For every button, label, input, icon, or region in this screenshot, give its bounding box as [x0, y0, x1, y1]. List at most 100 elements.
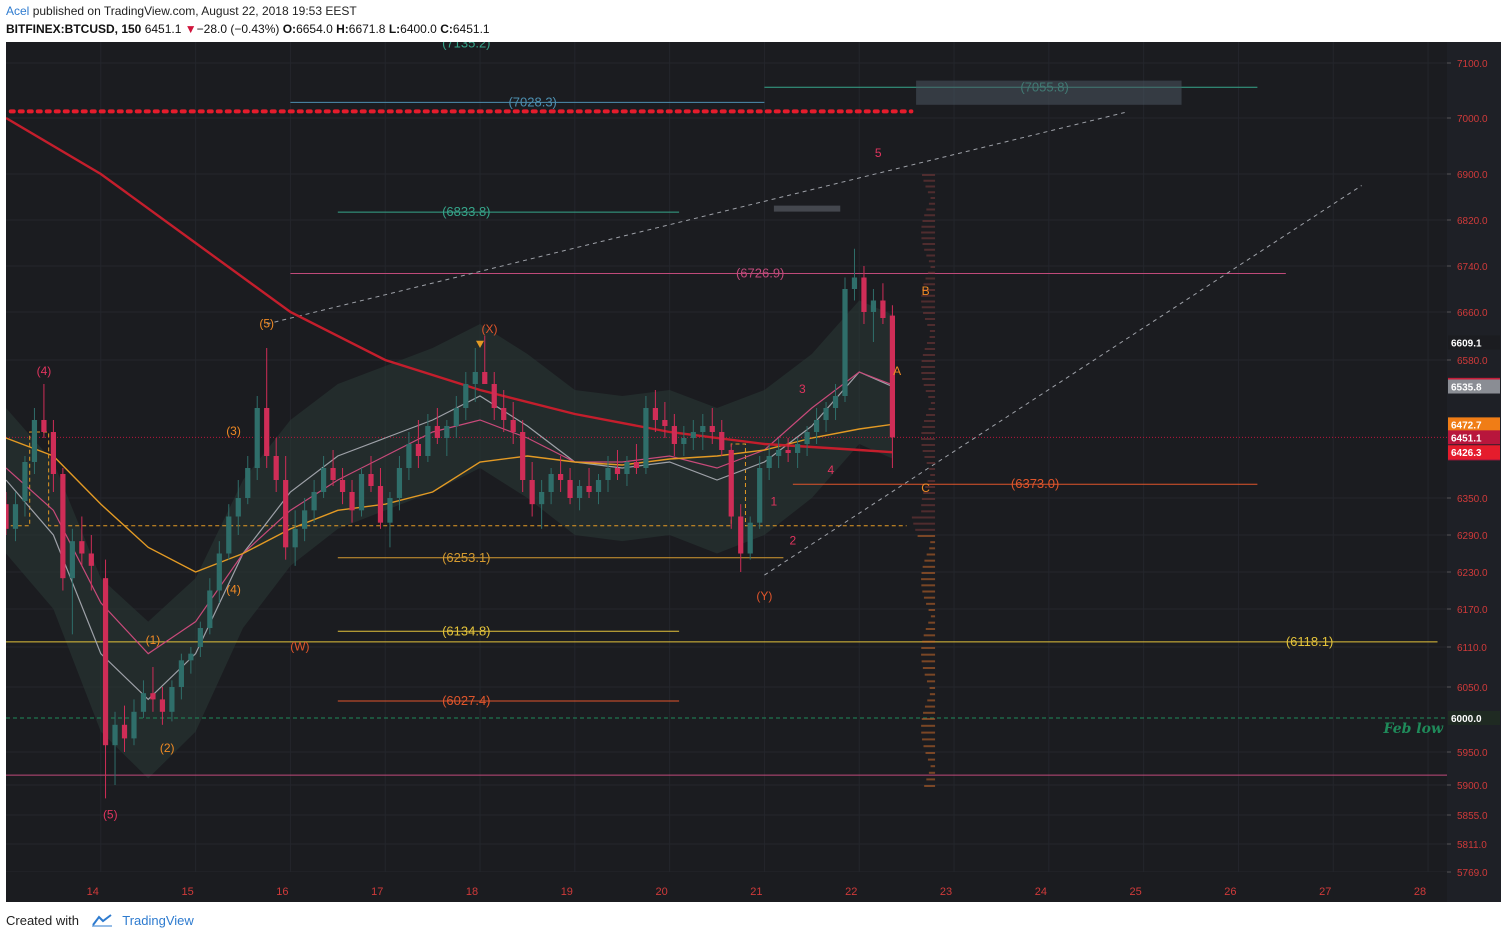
volume-profile-bar	[926, 778, 936, 781]
price-scale[interactable]: 7100.0 7000.0 6900.0 6820.0 6740.0 6660.0 6580…	[1447, 42, 1501, 902]
price-axis[interactable]: 7100.0 7000.0 6900.0 6820.0 6740.0 6660.0 6580…	[1447, 42, 1501, 902]
volume-profile-bar	[923, 634, 936, 637]
tradingview-link[interactable]: TradingView	[122, 913, 194, 928]
y-tick-label: 5950.0	[1457, 748, 1488, 759]
volume-profile-bar	[930, 474, 936, 476]
wave-label: 4	[827, 463, 834, 477]
volume-profile-bar	[927, 758, 936, 761]
volume-profile-bar	[930, 197, 936, 199]
candle-body	[709, 426, 715, 432]
volume-profile-bar	[926, 602, 936, 605]
chart-pane[interactable]: Feb low(7135.2)(7055.8)(7028.3)(6833.8)(…	[3, 36, 1447, 902]
volume-profile-bar	[924, 456, 936, 458]
volume-profile-bar	[921, 510, 936, 513]
price-badge-label: 6535.8	[1451, 383, 1482, 394]
candle-body	[444, 426, 450, 438]
candlestick-chart[interactable]: Feb low(7135.2)(7055.8)(7028.3)(6833.8)(…	[3, 36, 1447, 902]
fib-level-label: (6118.1)	[1286, 634, 1333, 649]
volume-profile-bar	[923, 711, 936, 714]
x-tick-label: 22	[845, 886, 857, 898]
volume-profile-bar	[926, 553, 936, 556]
volume-profile-bar	[921, 372, 936, 374]
volume-profile-bar	[927, 480, 936, 482]
volume-profile-bar	[923, 179, 936, 182]
orange-dashed-box	[10, 431, 907, 527]
volume-profile-bar	[923, 420, 936, 422]
price-badge	[1448, 445, 1500, 460]
candle-body	[283, 480, 289, 548]
volume-profile-bar	[921, 578, 936, 581]
wave-label: B	[922, 284, 930, 298]
candle-body	[804, 432, 810, 444]
candle-body	[41, 420, 47, 432]
down-arrow-icon: ▼	[184, 22, 197, 36]
volume-profile-bar	[926, 462, 936, 464]
volume-profile-bar	[926, 342, 936, 344]
volume-profile-bar	[929, 547, 936, 550]
volume-profile-bar	[921, 718, 936, 720]
volume-profile-bar	[929, 468, 936, 470]
candle-body	[842, 289, 848, 396]
candle-body	[159, 699, 166, 712]
candle-body	[463, 384, 469, 408]
y-tick-label: 5900.0	[1457, 781, 1488, 792]
high-label: H:	[336, 22, 349, 36]
publish-text: published on TradingView.com, August 22,…	[32, 4, 357, 18]
down-triangle-icon	[476, 340, 485, 348]
fib-level-label: (6726.9)	[736, 266, 784, 281]
candle-body	[624, 462, 630, 474]
price-badge	[1448, 711, 1500, 725]
last-price: 6451.1	[144, 22, 182, 36]
volume-profile-bar	[930, 266, 936, 268]
y-tick-label: 5811.0	[1457, 840, 1487, 851]
x-tick-label: 23	[940, 886, 952, 898]
candle-body	[567, 480, 573, 498]
candle-body	[719, 432, 725, 450]
y-tick-label: 6900.0	[1457, 170, 1488, 181]
wave-label: A	[893, 364, 901, 378]
x-tick-label: 17	[371, 886, 383, 898]
candle-body	[169, 687, 175, 712]
candle-body	[406, 444, 412, 468]
volume-profile-bar	[922, 590, 936, 593]
volume-profile-bar	[925, 277, 936, 280]
y-tick-label: 7100.0	[1457, 59, 1488, 70]
candle-body	[12, 504, 19, 529]
x-tick-label: 27	[1319, 886, 1331, 898]
candle-body	[652, 408, 659, 420]
candle-body	[425, 426, 431, 456]
candle-body	[79, 541, 85, 554]
candle-body	[605, 468, 611, 480]
volume-profile-bar	[929, 693, 936, 696]
x-tick-label: 24	[1035, 886, 1047, 898]
open-value: 6654.0	[296, 22, 333, 36]
x-tick-label: 16	[276, 886, 288, 898]
volume-profile-bar	[930, 765, 936, 768]
candle-body	[453, 408, 459, 426]
wave-label: 3	[799, 382, 806, 396]
candle-body	[102, 578, 109, 746]
fib-level-label: (7028.3)	[508, 94, 556, 109]
candle-body	[728, 450, 734, 517]
wave-label: (1)	[146, 633, 161, 647]
candle-body	[813, 420, 820, 432]
volume-profile-bar	[928, 609, 936, 611]
volume-profile-bar	[921, 231, 936, 234]
feb-low-label: Feb low	[1383, 721, 1444, 737]
candle-body	[671, 426, 677, 444]
volume-profile-bar	[925, 390, 936, 392]
volume-profile-bar	[924, 785, 936, 787]
volume-profile-bar	[929, 687, 936, 689]
tradingview-logo-icon	[91, 913, 113, 930]
candle-body	[140, 693, 147, 712]
author-link[interactable]: Acel	[6, 4, 30, 18]
volume-profile-bar	[921, 225, 936, 228]
candle-body	[757, 468, 763, 523]
wave-label: C	[921, 481, 930, 495]
candle-body	[131, 711, 137, 739]
candle-body	[662, 420, 668, 426]
x-tick-label: 19	[561, 886, 573, 898]
candle-body	[851, 277, 858, 289]
symbol-name[interactable]: BITFINEX:BTCUSD, 150	[6, 22, 142, 36]
volume-profile-bar	[921, 360, 936, 362]
